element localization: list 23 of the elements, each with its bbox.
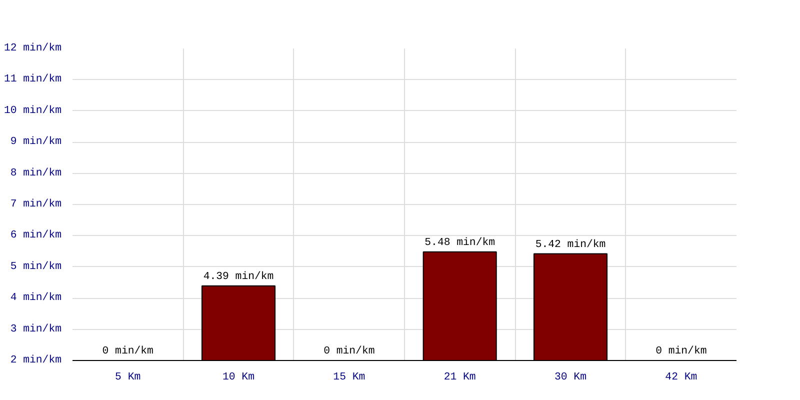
text: 0 min/km (102, 346, 154, 358)
data-label: 4.39 min/km (203, 270, 274, 283)
x-tick-label: 42 Km (665, 372, 698, 384)
y-tick-label: 9 min/km (10, 136, 62, 148)
data-label: 5.42 min/km (535, 238, 606, 251)
y-tick-label: 11 min/km (4, 74, 62, 86)
y-tick-label: 6 min/km (10, 230, 62, 242)
text: 0 min/km (324, 346, 375, 358)
text: 0 min/km (656, 346, 707, 358)
x-tick-label: 5 Km (115, 372, 141, 384)
y-tick-label: 7 min/km (10, 198, 62, 210)
x-tick-label: 10 Km (222, 372, 254, 384)
y-tick-label: 4 min/km (10, 292, 62, 304)
y-tick-label: 8 min/km (10, 167, 62, 180)
x-tick-label: 15 Km (333, 372, 366, 384)
y-tick-label: 2 min/km (10, 354, 62, 366)
x-tick-label: 30 Km (554, 372, 586, 384)
y-tick-label: 3 min/km (10, 323, 62, 336)
x-tick-label: 21 Km (444, 372, 476, 384)
y-tick-label: 10 min/km (4, 104, 62, 117)
y-tick-label: 5 min/km (10, 260, 62, 273)
data-label: 5.48 min/km (424, 236, 496, 249)
y-tick-label: 12 min/km (4, 42, 62, 54)
